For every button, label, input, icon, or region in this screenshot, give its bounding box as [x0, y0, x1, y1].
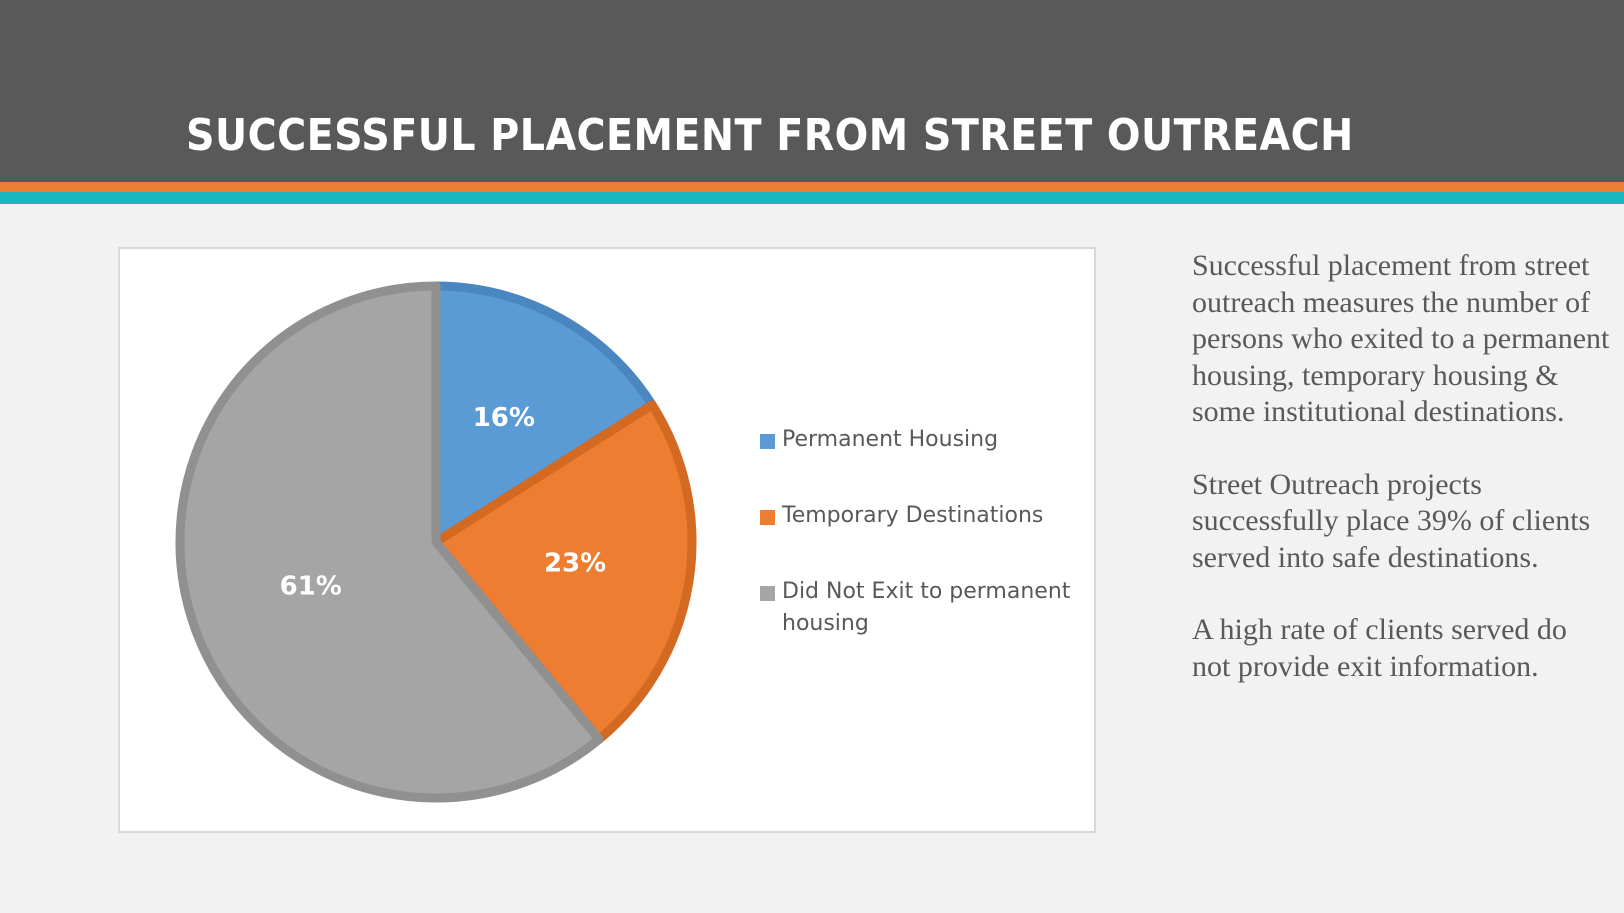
- pie-chart-container: 16% 23% 61% Permanent Housing Temporary De…: [118, 247, 1096, 833]
- pie-slice-0: [431, 281, 657, 547]
- legend-item-temporary-destinations: Temporary Destinations: [760, 500, 1090, 532]
- accent-stripe-teal: [0, 192, 1624, 204]
- accent-stripe-orange: [0, 182, 1624, 192]
- description-paragraph: Street Outreach projects successfully pl…: [1192, 467, 1591, 574]
- legend-label: Temporary Destinations: [782, 503, 1044, 528]
- description-text: Successful placement from street outreac…: [1192, 248, 1612, 721]
- legend-swatch: [760, 510, 775, 525]
- description-paragraph: A high rate of clients served do not pro…: [1192, 613, 1567, 683]
- legend-swatch: [760, 434, 775, 449]
- legend-label: Did Not Exit to permanent housing: [782, 579, 1071, 636]
- slide-header: [0, 0, 1624, 182]
- slide-title: SUCCESSFUL PLACEMENT FROM STREET OUTREAC…: [186, 110, 1354, 161]
- legend-item-did-not-exit: Did Not Exit to permanent housing: [760, 576, 1090, 640]
- legend-item-permanent-housing: Permanent Housing: [760, 424, 1090, 456]
- chart-legend: Permanent Housing Temporary Destinations…: [760, 424, 1090, 684]
- description-paragraph: Successful placement from street outreac…: [1192, 249, 1610, 428]
- pie-data-label: 23%: [544, 549, 606, 579]
- pie-slice-1: [431, 400, 697, 744]
- pie-data-label: 61%: [280, 572, 342, 602]
- legend-swatch: [760, 586, 775, 601]
- pie-chart: 16% 23% 61%: [175, 281, 697, 803]
- pie-data-label: 16%: [473, 403, 535, 433]
- legend-label: Permanent Housing: [782, 427, 999, 452]
- pie-slice-2: [175, 281, 604, 803]
